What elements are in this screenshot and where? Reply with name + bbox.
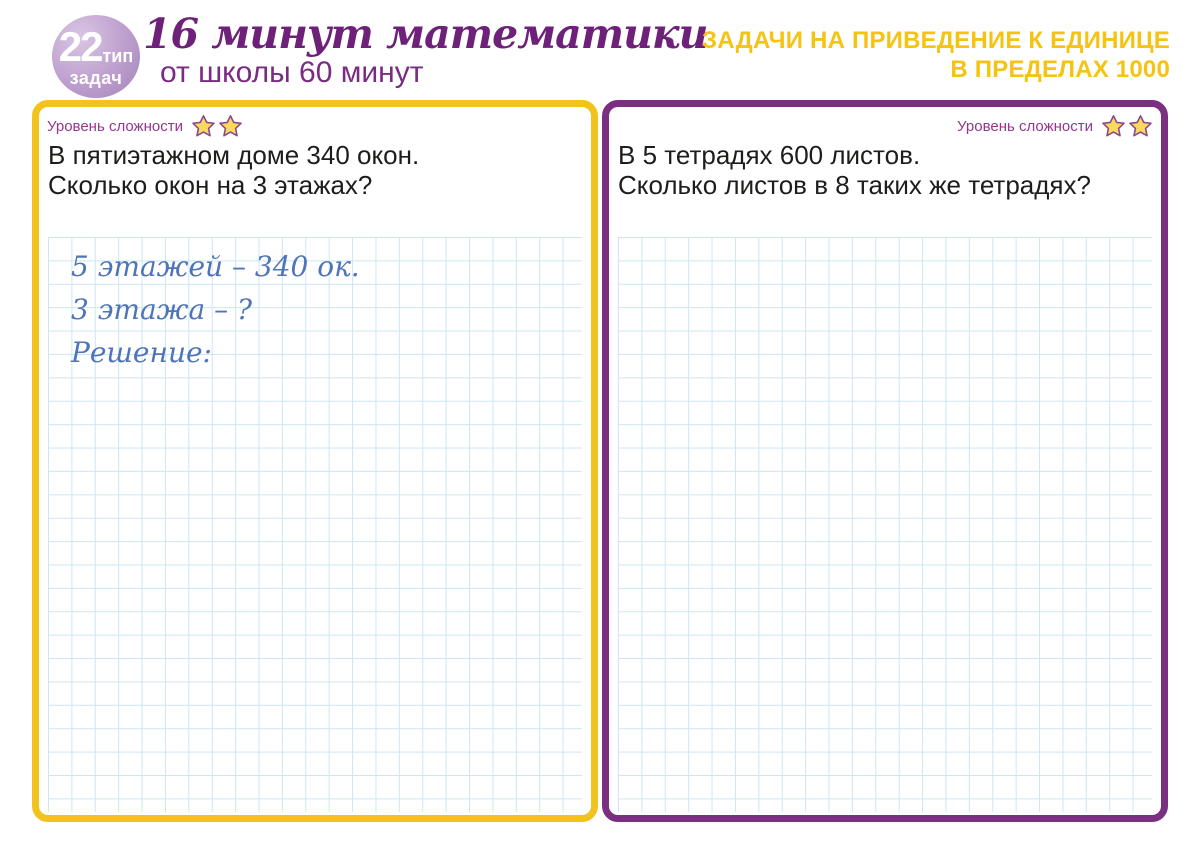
problem-line-1: В 5 тетрадях 600 листов. [618,140,921,170]
task-panel-left: Уровень сложности В пятиэтажном доме 340… [32,100,598,822]
difficulty-label: Уровень сложности [47,117,183,135]
header-title-block: 16 минут математики от школы 60 минут [143,10,708,90]
star-icon [219,114,242,137]
type-badge-number: 22 [58,23,104,70]
problem-line-2: Сколько окон на 3 этажах? [48,170,373,200]
handwriting-line: Решение: [71,336,212,369]
topic-line-1: ЗАДАЧИ НА ПРИВЕДЕНИЕ К ЕДИНИЦЕ [702,27,1170,54]
difficulty-stars [191,114,243,138]
star-icon [192,114,215,137]
star-icon [1129,114,1152,137]
type-badge-suffix: тип [102,46,134,66]
type-badge: 22 тип задач [52,15,140,98]
star-icon [1102,114,1125,137]
handwriting-line: 5 этажей – 340 ок. [71,250,360,283]
task-panel-right: Уровень сложности В 5 тетрадях 600 листо… [602,100,1168,822]
page-title: 16 минут математики [143,10,708,58]
type-badge-word: задач [69,68,123,88]
problem-text: В пятиэтажном доме 340 окон. Сколько око… [48,140,419,200]
type-badge-top: 22 тип [59,26,133,68]
squared-paper-grid [618,237,1152,812]
problem-line-2: Сколько листов в 8 таких же тетрадях? [618,170,1091,200]
topic-line-2: В ПРЕДЕЛАХ 1000 [950,56,1170,83]
difficulty-row: Уровень сложности [957,114,1153,138]
handwritten-solution: 5 этажей – 340 ок. 3 этажа – ? Решение: [71,247,360,376]
problem-text: В 5 тетрадях 600 листов. Сколько листов … [618,140,1091,200]
difficulty-label: Уровень сложности [957,117,1093,135]
handwriting-line: 3 этажа – ? [71,293,252,326]
squared-paper-grid [48,237,582,812]
page-subtitle: от школы 60 минут [160,56,424,90]
problem-line-1: В пятиэтажном доме 340 окон. [48,140,420,170]
difficulty-stars [1101,114,1153,138]
topic-heading: ЗАДАЧИ НА ПРИВЕДЕНИЕ К ЕДИНИЦЕ В ПРЕДЕЛА… [702,26,1170,84]
difficulty-row: Уровень сложности [47,114,243,138]
